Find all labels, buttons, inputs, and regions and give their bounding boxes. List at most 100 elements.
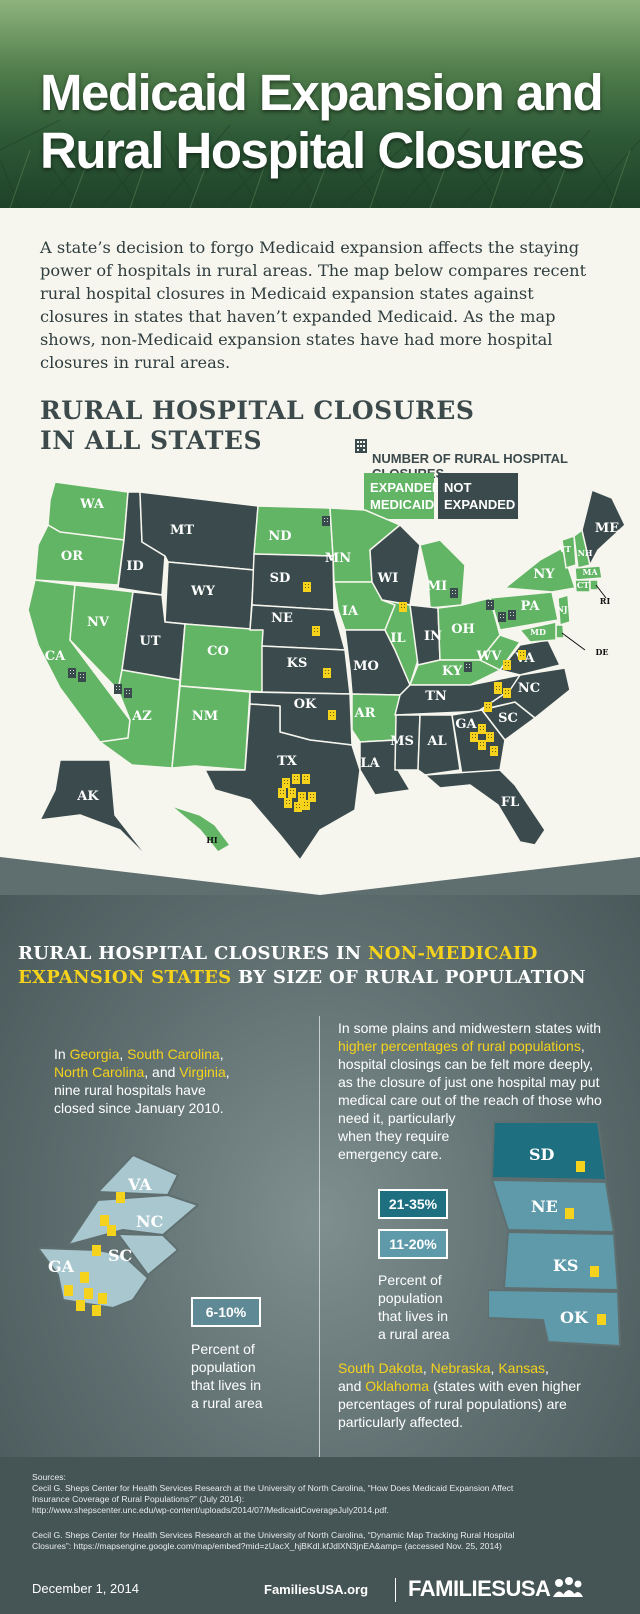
hospital-icon [484, 702, 492, 712]
state-sd [251, 553, 335, 611]
hospital-icon [302, 774, 310, 784]
state-label-tn: TN [425, 689, 447, 704]
state-label-de: DE [595, 647, 608, 657]
state-nd [253, 505, 334, 557]
brand-logo: FAMILIESUSA [408, 1576, 584, 1602]
badge-21-35: 21-35% [378, 1189, 448, 1219]
state-label-mn: MN [325, 551, 351, 566]
state-label-ct: CT [577, 580, 589, 590]
hospital-icon [597, 1314, 606, 1325]
hospital-icon [294, 802, 302, 812]
state-label-ok: OK [294, 697, 317, 712]
hospital-icon [298, 792, 306, 802]
state-label-oh: OH [451, 622, 475, 637]
intro-paragraph: A state’s decision to forgo Medicaid exp… [40, 238, 587, 372]
state-label-la: LA [360, 756, 380, 771]
source-1: Cecil G. Sheps Center for Health Service… [32, 1483, 514, 1515]
hospital-icon [518, 650, 526, 660]
state-label-nc: NC [518, 681, 540, 696]
state-label-tx: TX [277, 754, 298, 769]
hospital-icon [328, 710, 336, 720]
state-label-fl: FL [501, 795, 519, 810]
plains-paragraph: In some plains and midwestern states wit… [338, 1020, 602, 1162]
state-label-ia: IA [342, 604, 359, 619]
badge-11-20: 11-20% [378, 1229, 448, 1259]
region-state-label-ga: GA [48, 1257, 75, 1276]
region-state-label-sd: SD [529, 1145, 555, 1164]
region-state-label-ok: OK [560, 1308, 588, 1327]
state-label-or: OR [61, 549, 83, 564]
state-nm [171, 685, 251, 771]
hospital-icon [494, 684, 502, 694]
state-label-ne: NE [271, 611, 293, 626]
state-mi [419, 539, 466, 609]
hospital-icon [278, 788, 286, 798]
hospital-icon [284, 798, 292, 808]
state-label-pa: PA [521, 599, 541, 614]
left-pct-label: Percent of population that lives in a rural… [191, 1341, 263, 1411]
hospital-icon [503, 660, 511, 670]
state-nj [557, 594, 571, 626]
hospital-icon [288, 788, 296, 798]
map-title: RURAL HOSPITAL CLOSURES IN ALL STATES [40, 396, 475, 455]
legend-expanded: EXPANDED MEDICAID [364, 473, 441, 519]
site-link[interactable]: FamiliesUSA.org [264, 1582, 369, 1597]
state-al [417, 714, 461, 776]
hospital-icon [308, 792, 316, 802]
state-label-nm: NM [192, 709, 218, 724]
state-wv [479, 634, 521, 671]
state-vt [561, 535, 577, 569]
state-label-ri: RI [600, 596, 611, 606]
state-ri [589, 579, 599, 591]
hospital-icon [323, 668, 331, 678]
state-label-ca: CA [45, 649, 66, 664]
cornfield-texture [0, 119, 640, 208]
state-label-co: CO [207, 644, 229, 659]
state-ma [574, 565, 603, 581]
state-label-mt: MT [170, 523, 194, 538]
hospital-icon [98, 1293, 107, 1304]
state-label-nv: NV [87, 615, 110, 630]
state-label-ny: NY [533, 567, 555, 582]
state-pa [489, 591, 559, 631]
state-label-mo: MO [353, 659, 379, 674]
plains-affected-paragraph: South Dakota, Nebraska, Kansas, and Okla… [338, 1360, 581, 1430]
state-label-nh: NH [578, 548, 593, 558]
source-2: Cecil G. Sheps Center for Health Service… [32, 1530, 515, 1551]
legend-not-expanded: NOT EXPANDED [438, 473, 518, 519]
hospital-icon [78, 672, 86, 682]
hospital-icon [114, 684, 122, 694]
right-pct-label: Percent of population that lives in a rural… [378, 1272, 450, 1342]
hospital-icon [464, 662, 472, 672]
region-state-label-ks: KS [553, 1256, 579, 1275]
hospital-icon [478, 740, 486, 750]
hospital-icon [84, 1288, 93, 1299]
us-map: WA OR CA NV ID MT WY UT AZ CO NM ND SD NE KS OK TX MN IA MO… [27, 481, 626, 861]
hospital-icon [64, 1285, 73, 1296]
hospital-icon [68, 668, 76, 678]
state-label-mi: MI [427, 579, 447, 594]
hospital-icon [576, 1161, 585, 1172]
hospital-icon [508, 610, 516, 620]
state-label-ak: AK [76, 789, 99, 804]
hospital-icon [80, 1272, 89, 1283]
people-icon [553, 1577, 584, 1597]
state-ct [574, 579, 591, 593]
section-divider-chevron [0, 857, 640, 897]
hospital-icon [322, 516, 330, 526]
hospital-icon [486, 600, 494, 610]
state-label-id: ID [126, 559, 143, 574]
state-label-ms: MS [390, 734, 414, 749]
state-label-hi: HI [206, 835, 218, 845]
hospital-icon [399, 602, 407, 612]
state-md [519, 621, 557, 643]
state-label-ga: GA [455, 717, 477, 732]
state-label-md: MD [530, 627, 546, 637]
sources-label: Sources: [32, 1472, 66, 1482]
hospital-icon [565, 1208, 574, 1219]
state-label-al: AL [426, 734, 446, 749]
hospital-icon [124, 688, 132, 698]
state-va [499, 639, 561, 676]
state-label-ma: MA [582, 567, 598, 577]
